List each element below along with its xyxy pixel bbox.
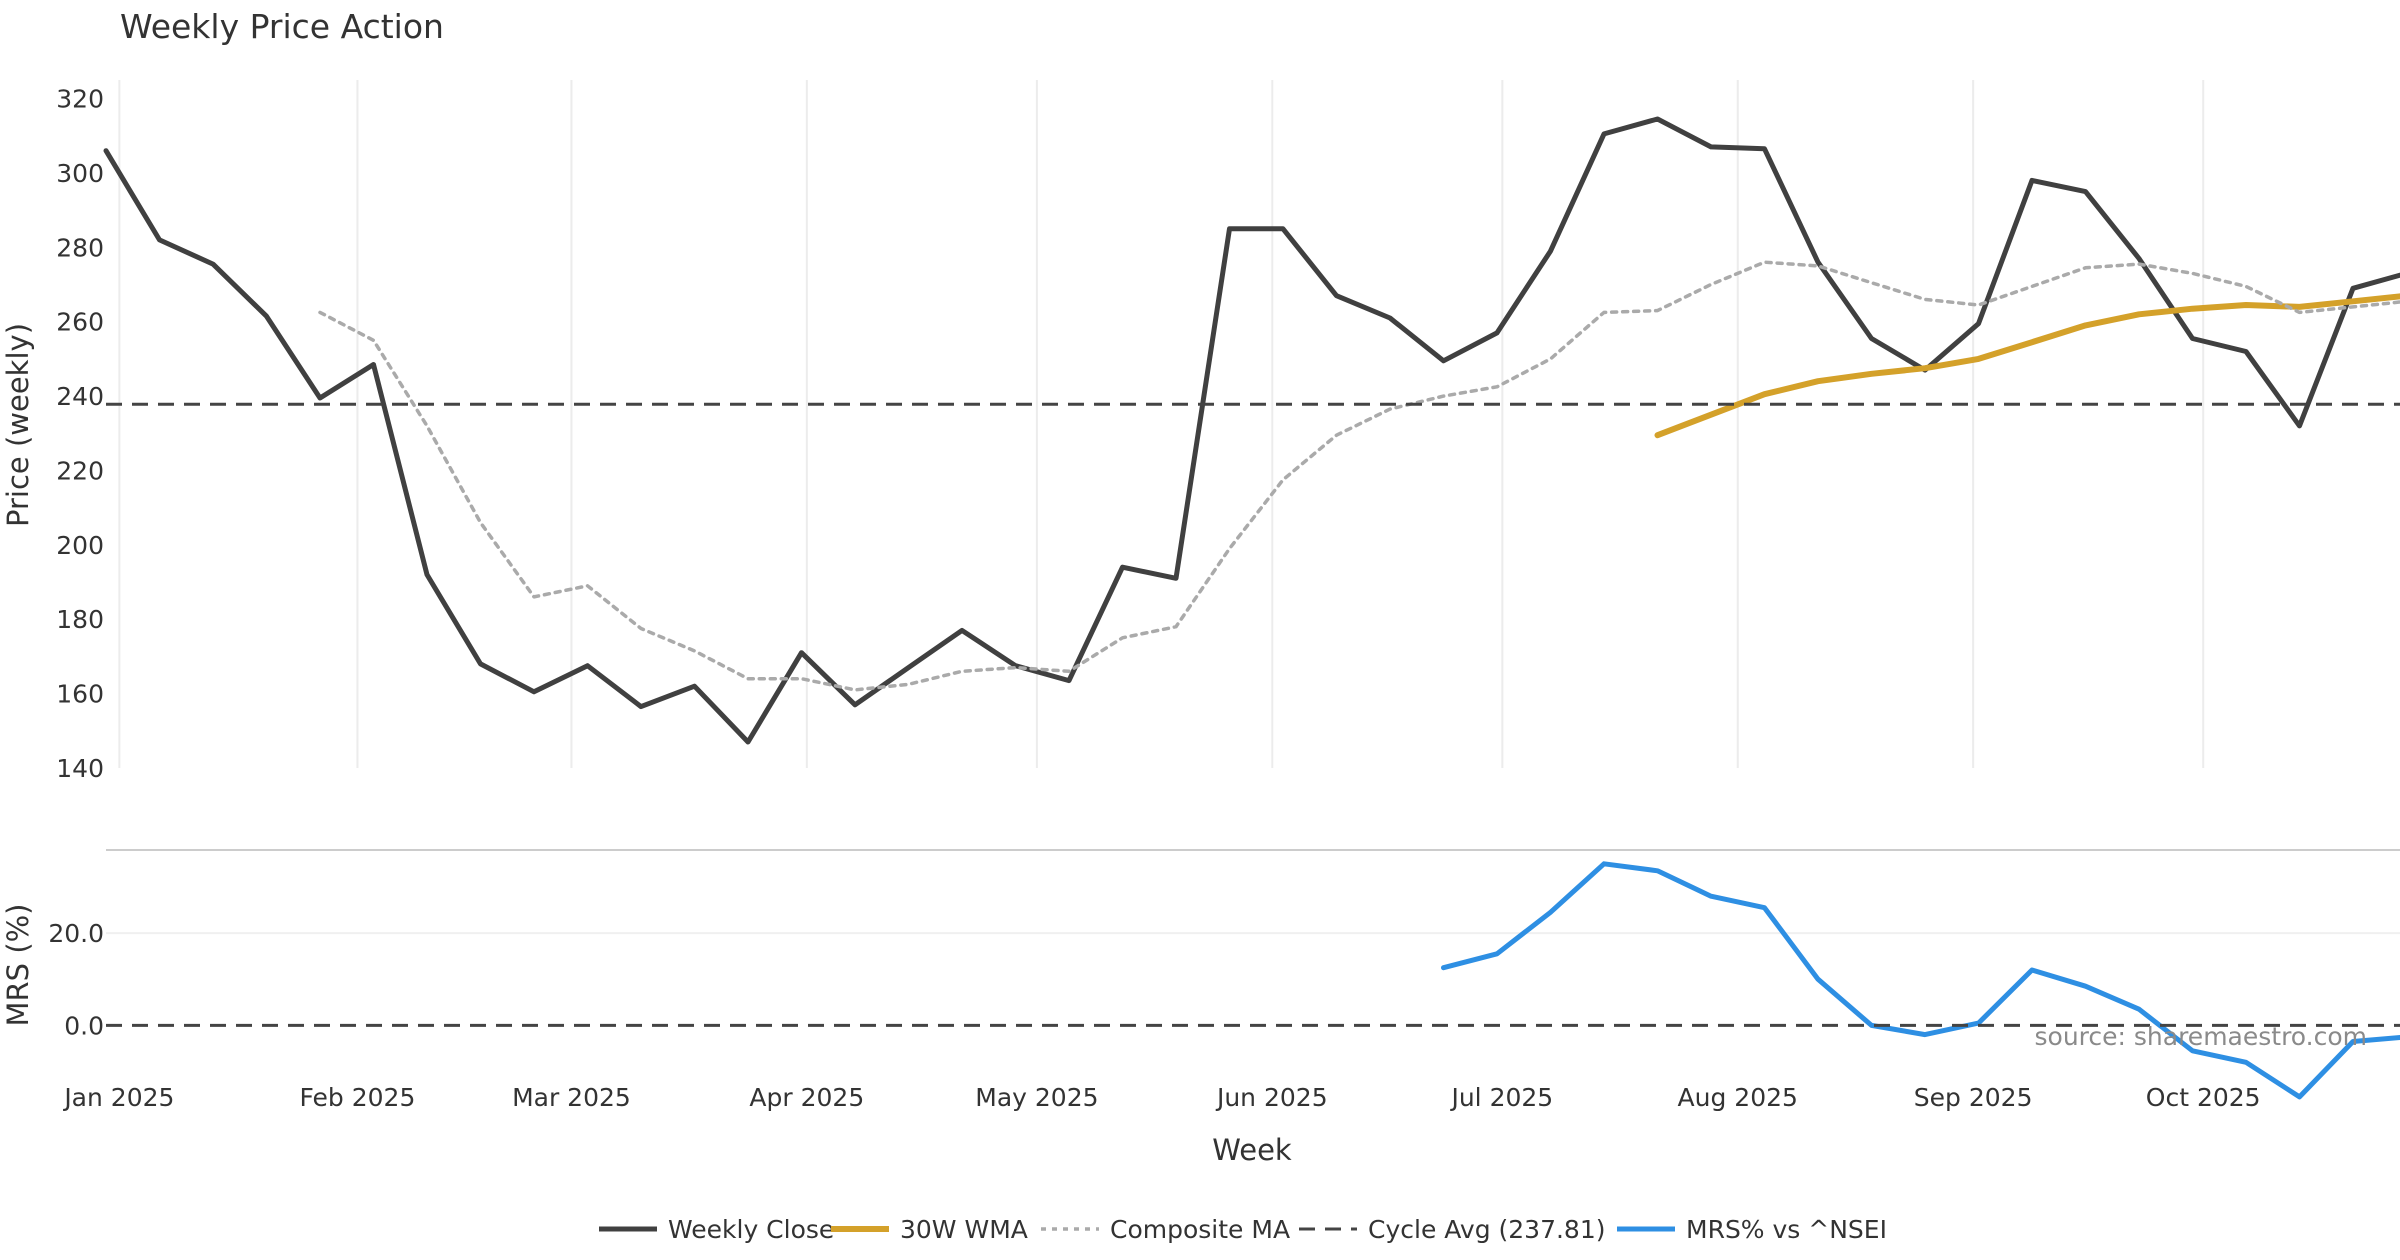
- legend-label: Cycle Avg (237.81): [1368, 1215, 1606, 1244]
- price-series: [103, 116, 2400, 745]
- price-y-tick-label: 320: [56, 85, 104, 114]
- x-tick-label: Jun 2025: [1215, 1083, 1328, 1112]
- price-y-tick-label: 160: [56, 680, 104, 709]
- x-tick-label: Jan 2025: [62, 1083, 174, 1112]
- price-y-tick-label: 180: [56, 605, 104, 634]
- mrs-series: [106, 861, 2400, 1100]
- series-composite-ma: [318, 260, 2400, 692]
- price-y-tick-label: 300: [56, 159, 104, 188]
- x-axis-label: Week: [1212, 1133, 1292, 1167]
- price-y-tick-label: 240: [56, 382, 104, 411]
- legend-label: Composite MA: [1110, 1215, 1290, 1244]
- legend-label: 30W WMA: [900, 1215, 1028, 1244]
- mrs-y-tick-label: 0.0: [64, 1011, 104, 1040]
- legend-label: Weekly Close: [668, 1215, 834, 1244]
- mrs-y-axis-label: MRS (%): [1, 904, 35, 1027]
- x-tick-label: Jul 2025: [1449, 1083, 1553, 1112]
- series-weekly-close: [103, 116, 2400, 745]
- x-tick-label: May 2025: [975, 1083, 1098, 1112]
- mrs-y-tick-label: 20.0: [48, 919, 104, 948]
- price-grid: [118, 80, 2205, 768]
- chart-title: Weekly Price Action: [120, 7, 444, 46]
- x-tick-label: Aug 2025: [1678, 1083, 1798, 1112]
- price-y-tick-label: 140: [56, 754, 104, 783]
- x-month-ticks: Jan 2025 Feb 2025 Mar 2025 Apr 2025 May 2025…: [62, 1083, 2260, 1112]
- x-tick-label: Mar 2025: [512, 1083, 631, 1112]
- price-y-tick-label: 260: [56, 308, 104, 337]
- chart-legend: Weekly Close 30W WMA Composite MA Cycle Avg…: [599, 1215, 1887, 1244]
- source-annotation: source: sharemaestro.com: [2035, 1022, 2368, 1051]
- price-y-tick-label: 220: [56, 456, 104, 485]
- series-mrs-vs-nsei: [1441, 861, 2400, 1100]
- x-tick-label: Apr 2025: [749, 1083, 864, 1112]
- price-y-tick-label: 200: [56, 531, 104, 560]
- price-y-tick-label: 280: [56, 233, 104, 262]
- price-y-ticks: 140 160 180 200 220 240 260 280 300 320: [56, 85, 104, 783]
- mrs-y-ticks: 0.0 20.0: [48, 919, 104, 1040]
- x-tick-label: Oct 2025: [2146, 1083, 2261, 1112]
- price-y-axis-label: Price (weekly): [1, 323, 35, 527]
- series-30w-wma: [1654, 293, 2400, 439]
- x-tick-label: Feb 2025: [300, 1083, 416, 1112]
- legend-label: MRS% vs ^NSEI: [1686, 1215, 1887, 1244]
- x-tick-label: Sep 2025: [1914, 1083, 2033, 1112]
